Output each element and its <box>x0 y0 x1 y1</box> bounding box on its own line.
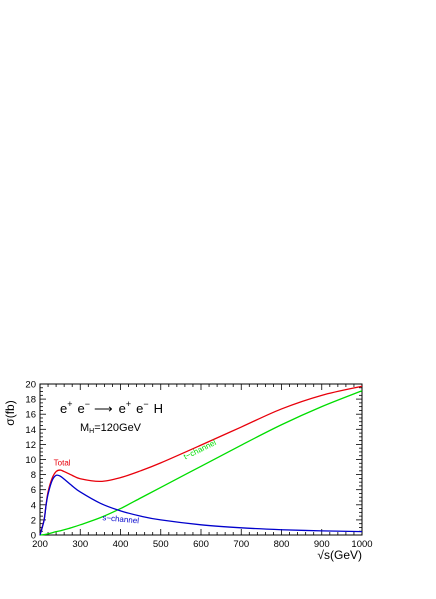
x-tick-label: 300 <box>72 539 88 550</box>
curve-label-t-channel: t−channel <box>182 438 218 461</box>
y-tick-label: 14 <box>25 425 36 436</box>
process-initial-1-sup: + <box>67 399 72 409</box>
x-tick-label: 1000 <box>351 539 372 550</box>
x-tick-label: 500 <box>153 539 169 550</box>
y-tick-label: 8 <box>31 470 36 481</box>
x-tick-label: 400 <box>113 539 129 550</box>
mass-symbol: M <box>80 422 89 434</box>
process-final-1: e <box>119 401 126 416</box>
x-tick-label: 600 <box>193 539 209 550</box>
series-line-s-channel <box>39 474 363 536</box>
x-tick-label: 700 <box>233 539 249 550</box>
higgs-mass-annotation: MH=120GeV <box>80 422 142 435</box>
process-initial-2-sup: − <box>85 399 90 409</box>
process-final-2: e <box>136 401 143 416</box>
x-tick-label: 900 <box>314 539 330 550</box>
y-tick-label: 6 <box>31 485 36 496</box>
process-arrow: ⟶ <box>94 401 113 416</box>
curve-label-s-channel: s−channel <box>102 513 140 525</box>
y-tick-label: 18 <box>25 395 36 406</box>
x-tick-label: 200 <box>32 539 48 550</box>
y-tick-label: 16 <box>25 410 36 421</box>
mass-subscript: H <box>89 428 94 435</box>
process-annotation: e+ e− ⟶ e+ e− H <box>60 399 163 416</box>
x-tick-label: 800 <box>274 539 290 550</box>
y-tick-label: 20 <box>25 380 36 391</box>
curve-label-total: Total <box>54 459 71 468</box>
y-axis-title: σ(fb) <box>3 400 17 425</box>
x-axis-title: √s(GeV) <box>317 548 362 562</box>
process-initial-1: e <box>60 401 67 416</box>
mass-value: =120GeV <box>94 422 141 434</box>
process-final-2-sup: − <box>143 399 148 409</box>
y-tick-label: 10 <box>25 455 36 466</box>
y-tick-label: 12 <box>25 440 36 451</box>
process-final-1-sup: + <box>126 399 131 409</box>
process-initial-2: e <box>78 401 85 416</box>
process-final-3: H <box>154 401 163 416</box>
y-tick-label: 2 <box>31 515 36 526</box>
y-tick-label: 4 <box>31 500 36 511</box>
series-line-t-channel <box>39 390 363 536</box>
y-tick-label: 0 <box>31 531 36 542</box>
